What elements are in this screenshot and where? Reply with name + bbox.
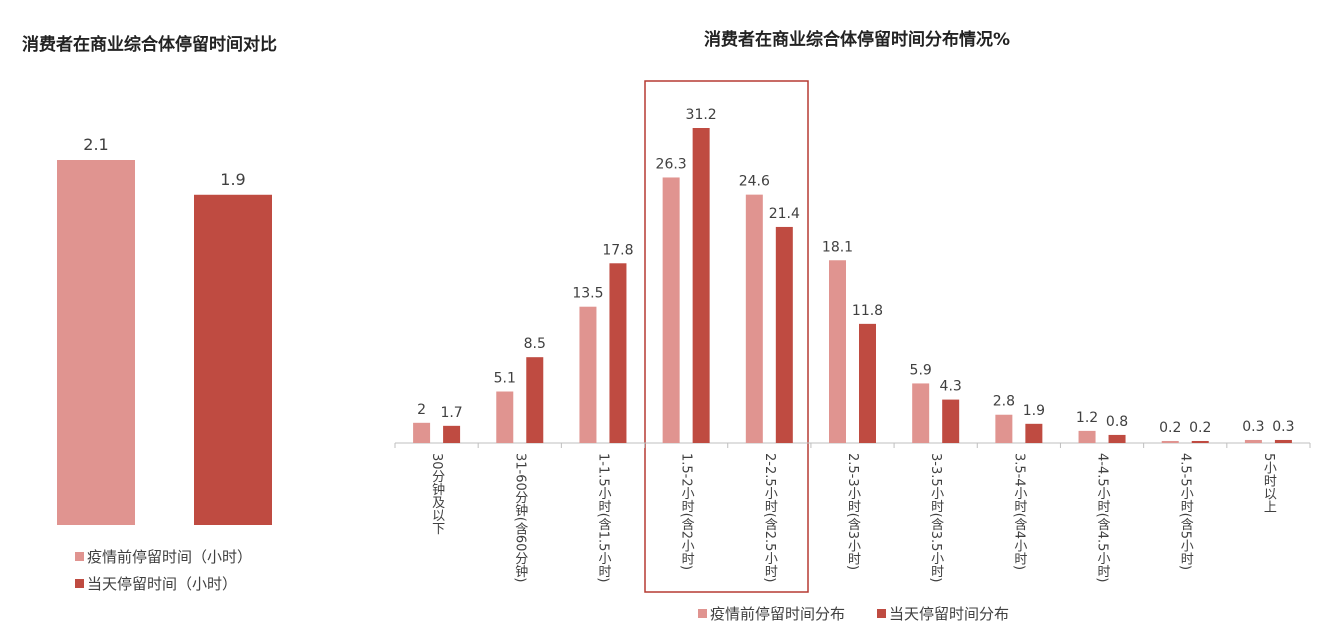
value-label: 8.5 [524, 336, 546, 352]
x-tick-label: 2-2.5小时(含2.5小时) [762, 453, 778, 582]
x-tick-label: 2.5-3小时(含3小时) [845, 453, 861, 570]
value-label: 1.2 [1076, 410, 1098, 426]
bar [662, 177, 680, 443]
value-label: 21.4 [769, 206, 800, 222]
value-label: 5.1 [494, 371, 516, 387]
bar [1025, 423, 1043, 443]
value-label: 0.3 [1272, 419, 1294, 435]
value-label: 2.1 [83, 135, 108, 154]
bar [413, 422, 431, 443]
x-tick-label: 5小时以上 [1261, 453, 1277, 513]
bar [745, 194, 763, 443]
chart-title: 消费者在商业综合体停留时间分布情况% [704, 29, 1010, 50]
value-label: 0.2 [1189, 420, 1211, 436]
x-tick-label: 4.5-5小时(含5小时) [1178, 453, 1194, 570]
bar [57, 160, 135, 525]
legend-label: 疫情前停留时间分布 [710, 605, 845, 623]
legend-label: 疫情前停留时间（小时） [87, 548, 252, 566]
value-label: 2.8 [993, 394, 1015, 410]
bar [775, 226, 793, 443]
bar [692, 128, 710, 443]
x-tick-label: 1-1.5小时(含1.5小时) [595, 453, 611, 582]
value-label: 1.9 [220, 170, 245, 189]
highlight-box [644, 80, 809, 593]
value-label: 1.9 [1023, 403, 1045, 419]
bar [829, 260, 846, 443]
bar [526, 357, 544, 443]
x-tick-label: 3.5-4小时(含4小时) [1011, 453, 1027, 570]
bar [1161, 440, 1179, 443]
bar [579, 306, 597, 443]
x-tick-label: 4-4.5小时(含4.5小时) [1095, 453, 1111, 582]
value-label: 17.8 [602, 242, 633, 258]
x-tick-label: 30分钟及以下 [429, 453, 445, 535]
value-label: 5.9 [910, 362, 932, 378]
legend-swatch [877, 609, 886, 618]
value-label: 1.7 [440, 405, 462, 421]
bar [1191, 440, 1209, 443]
value-label: 26.3 [656, 156, 687, 172]
value-label: 11.8 [852, 303, 883, 319]
bar [942, 399, 960, 443]
value-label: 0.2 [1159, 420, 1181, 436]
legend-label: 当天停留时间（小时） [87, 575, 237, 593]
value-label: 4.3 [940, 379, 962, 395]
x-tick-label: 1.5-2小时(含2小时) [679, 453, 695, 570]
legend-swatch [75, 579, 84, 588]
bar [995, 414, 1013, 443]
bar [194, 194, 272, 525]
bar [496, 391, 514, 443]
value-label: 2 [417, 402, 426, 418]
value-label: 0.8 [1106, 414, 1128, 430]
value-label: 24.6 [739, 174, 770, 190]
bar [1108, 434, 1126, 443]
value-label: 0.3 [1242, 419, 1264, 435]
bar [1274, 439, 1292, 443]
chart-title: 消费者在商业综合体停留时间对比 [22, 34, 277, 55]
bar [1078, 430, 1096, 443]
bar [443, 425, 461, 443]
value-label: 13.5 [572, 286, 603, 302]
bar [859, 323, 876, 443]
legend-swatch [698, 609, 707, 618]
x-tick-label: 3-3.5小时(含3.5小时) [928, 453, 944, 582]
value-label: 31.2 [686, 107, 717, 123]
bar [609, 263, 627, 443]
legend-label: 当天停留时间分布 [889, 605, 1009, 623]
x-tick-label: 31-60分钟(含60分钟) [512, 453, 528, 582]
bar [1244, 439, 1262, 443]
bar [912, 383, 930, 443]
legend-swatch [75, 552, 84, 561]
value-label: 18.1 [822, 239, 853, 255]
